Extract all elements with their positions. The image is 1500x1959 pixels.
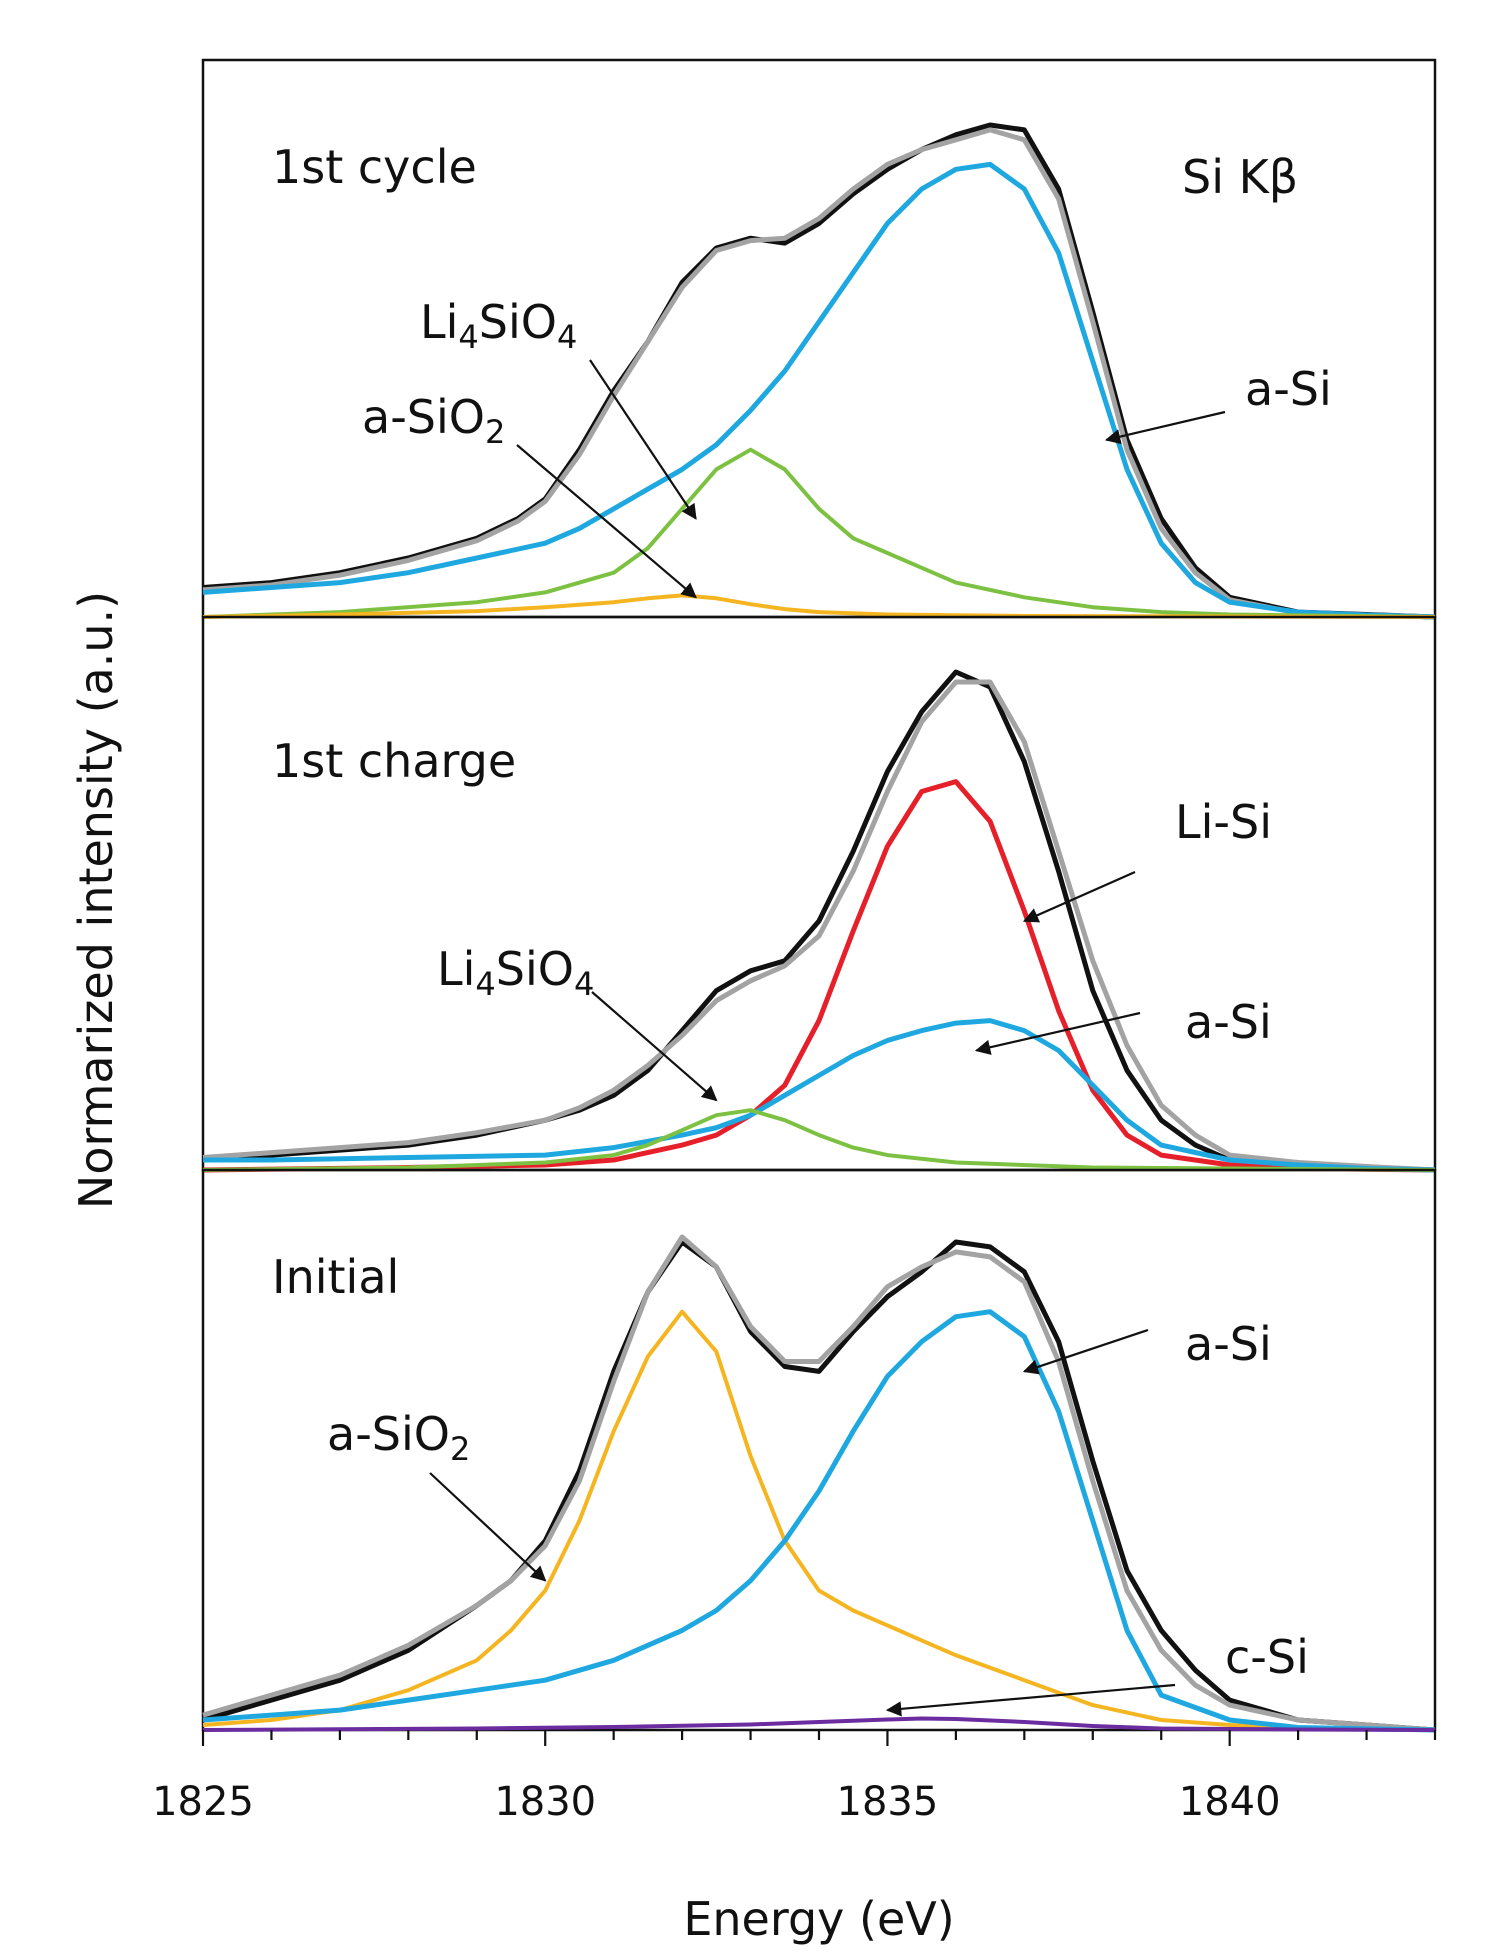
series-line-cycle-a-si: [202, 161, 1436, 620]
annotation-arrow-cycle-li4sio4: [589, 359, 697, 520]
annotation-label-cycle-a-sio2: a-SiO2: [362, 390, 505, 451]
x-tick-label: 1840: [1179, 1779, 1281, 1825]
annotation-label-cycle-li4sio4: Li4SiO4: [420, 295, 577, 356]
y-axis-title: Normarized intensity (a.u.): [69, 591, 123, 1209]
panel-label-cycle: 1st cycle: [272, 140, 477, 194]
series-line-cycle-fit: [202, 127, 1436, 620]
x-axis-title: Energy (eV): [683, 1892, 954, 1946]
x-tick-label: 1835: [837, 1779, 939, 1825]
series-line-initial-a-sio2: [202, 1309, 1436, 1732]
series-line-charge-fit: [202, 679, 1436, 1173]
annotation-label-charge-li-si: Li-Si: [1175, 795, 1272, 849]
series-line-cycle-a-sio2: [202, 593, 1436, 619]
annotation-label-initial-a-sio2: a-SiO2: [327, 1407, 470, 1468]
corner-label: Si Kβ: [1182, 150, 1298, 204]
annotation-arrow-initial-a-sio2: [429, 1472, 547, 1582]
series-line-initial-fit: [202, 1234, 1436, 1733]
annotation-label-initial-a-si: a-Si: [1185, 1317, 1272, 1371]
annotation-label-charge-li4sio4: Li4SiO4: [437, 942, 594, 1003]
plot-area: 1st cycle a-Si Li4SiO4 a-SiO2 1st charge Li-S…: [152, 58, 1437, 1825]
series-line-charge-a-si: [203, 1018, 1436, 1173]
panel-label-initial: Initial: [272, 1250, 399, 1304]
annotation-arrow-initial-a-si: [1022, 1328, 1149, 1375]
annotation-arrow-initial-c-si: [885, 1683, 1176, 1717]
x-tick-label: 1825: [152, 1779, 254, 1825]
annotation-arrow-cycle-a-sio2: [516, 444, 697, 599]
annotation-label-initial-c-si: c-Si: [1225, 1630, 1309, 1684]
annotation-arrow-cycle-a-si: [1104, 410, 1226, 445]
series-line-initial-c-si: [202, 1716, 1436, 1732]
annotation-label-charge-a-si: a-Si: [1185, 995, 1272, 1049]
series-line-cycle-li4sio4: [202, 447, 1436, 619]
annotation-arrow-charge-li-si: [1022, 870, 1136, 923]
series-line-charge-li-si: [202, 779, 1436, 1173]
annotation-arrow-charge-li4sio4: [591, 991, 718, 1102]
annotation-label-cycle-a-si: a-Si: [1245, 362, 1332, 416]
series-line-charge-li4sio4: [202, 1108, 1436, 1172]
x-tick-label: 1830: [494, 1779, 596, 1825]
series-line-initial-a-si: [202, 1309, 1436, 1733]
panel-cycle: 1st cycle a-Si Li4SiO4 a-SiO2: [201, 58, 1437, 620]
annotation-arrow-charge-a-si: [974, 1011, 1141, 1055]
panel-label-charge: 1st charge: [272, 734, 516, 788]
